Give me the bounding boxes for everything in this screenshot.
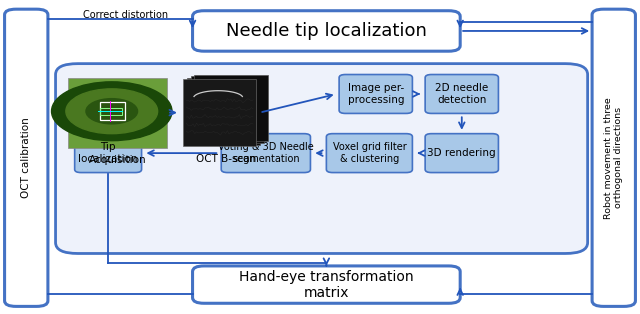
FancyBboxPatch shape bbox=[193, 266, 460, 303]
Circle shape bbox=[86, 99, 138, 124]
FancyBboxPatch shape bbox=[425, 74, 499, 113]
Bar bbox=[191, 76, 264, 143]
Text: OCT B-scan: OCT B-scan bbox=[196, 154, 256, 164]
Text: Acquisition: Acquisition bbox=[89, 155, 147, 165]
FancyBboxPatch shape bbox=[592, 9, 636, 306]
Bar bbox=[68, 78, 167, 148]
FancyBboxPatch shape bbox=[221, 134, 310, 173]
Bar bbox=[183, 79, 256, 146]
FancyBboxPatch shape bbox=[193, 11, 460, 51]
Bar bbox=[100, 108, 122, 115]
Text: 2D needle
detection: 2D needle detection bbox=[435, 83, 488, 105]
FancyBboxPatch shape bbox=[75, 134, 141, 173]
Text: Voxel grid filter
& clustering: Voxel grid filter & clustering bbox=[333, 142, 406, 164]
FancyBboxPatch shape bbox=[339, 74, 412, 113]
Text: Robot movement in three
orthogonal directions: Robot movement in three orthogonal direc… bbox=[604, 97, 623, 219]
FancyBboxPatch shape bbox=[326, 134, 412, 173]
Text: Needle tip localization: Needle tip localization bbox=[226, 22, 427, 40]
Text: Image per-
processing: Image per- processing bbox=[348, 83, 404, 105]
Circle shape bbox=[52, 82, 172, 141]
Text: Voting & 3D Needle
segmentation: Voting & 3D Needle segmentation bbox=[218, 142, 314, 164]
Bar bbox=[100, 102, 125, 120]
FancyBboxPatch shape bbox=[4, 9, 48, 306]
FancyBboxPatch shape bbox=[56, 64, 588, 253]
Text: 3D rendering: 3D rendering bbox=[428, 148, 496, 158]
Text: Tip
localization: Tip localization bbox=[78, 142, 138, 164]
Bar bbox=[195, 74, 268, 141]
Text: OCT calibration: OCT calibration bbox=[21, 117, 31, 198]
FancyBboxPatch shape bbox=[425, 134, 499, 173]
Text: Hand-eye transformation
matrix: Hand-eye transformation matrix bbox=[239, 269, 413, 300]
Circle shape bbox=[66, 89, 157, 134]
Text: Correct distortion: Correct distortion bbox=[83, 10, 168, 20]
Bar bbox=[187, 78, 260, 144]
